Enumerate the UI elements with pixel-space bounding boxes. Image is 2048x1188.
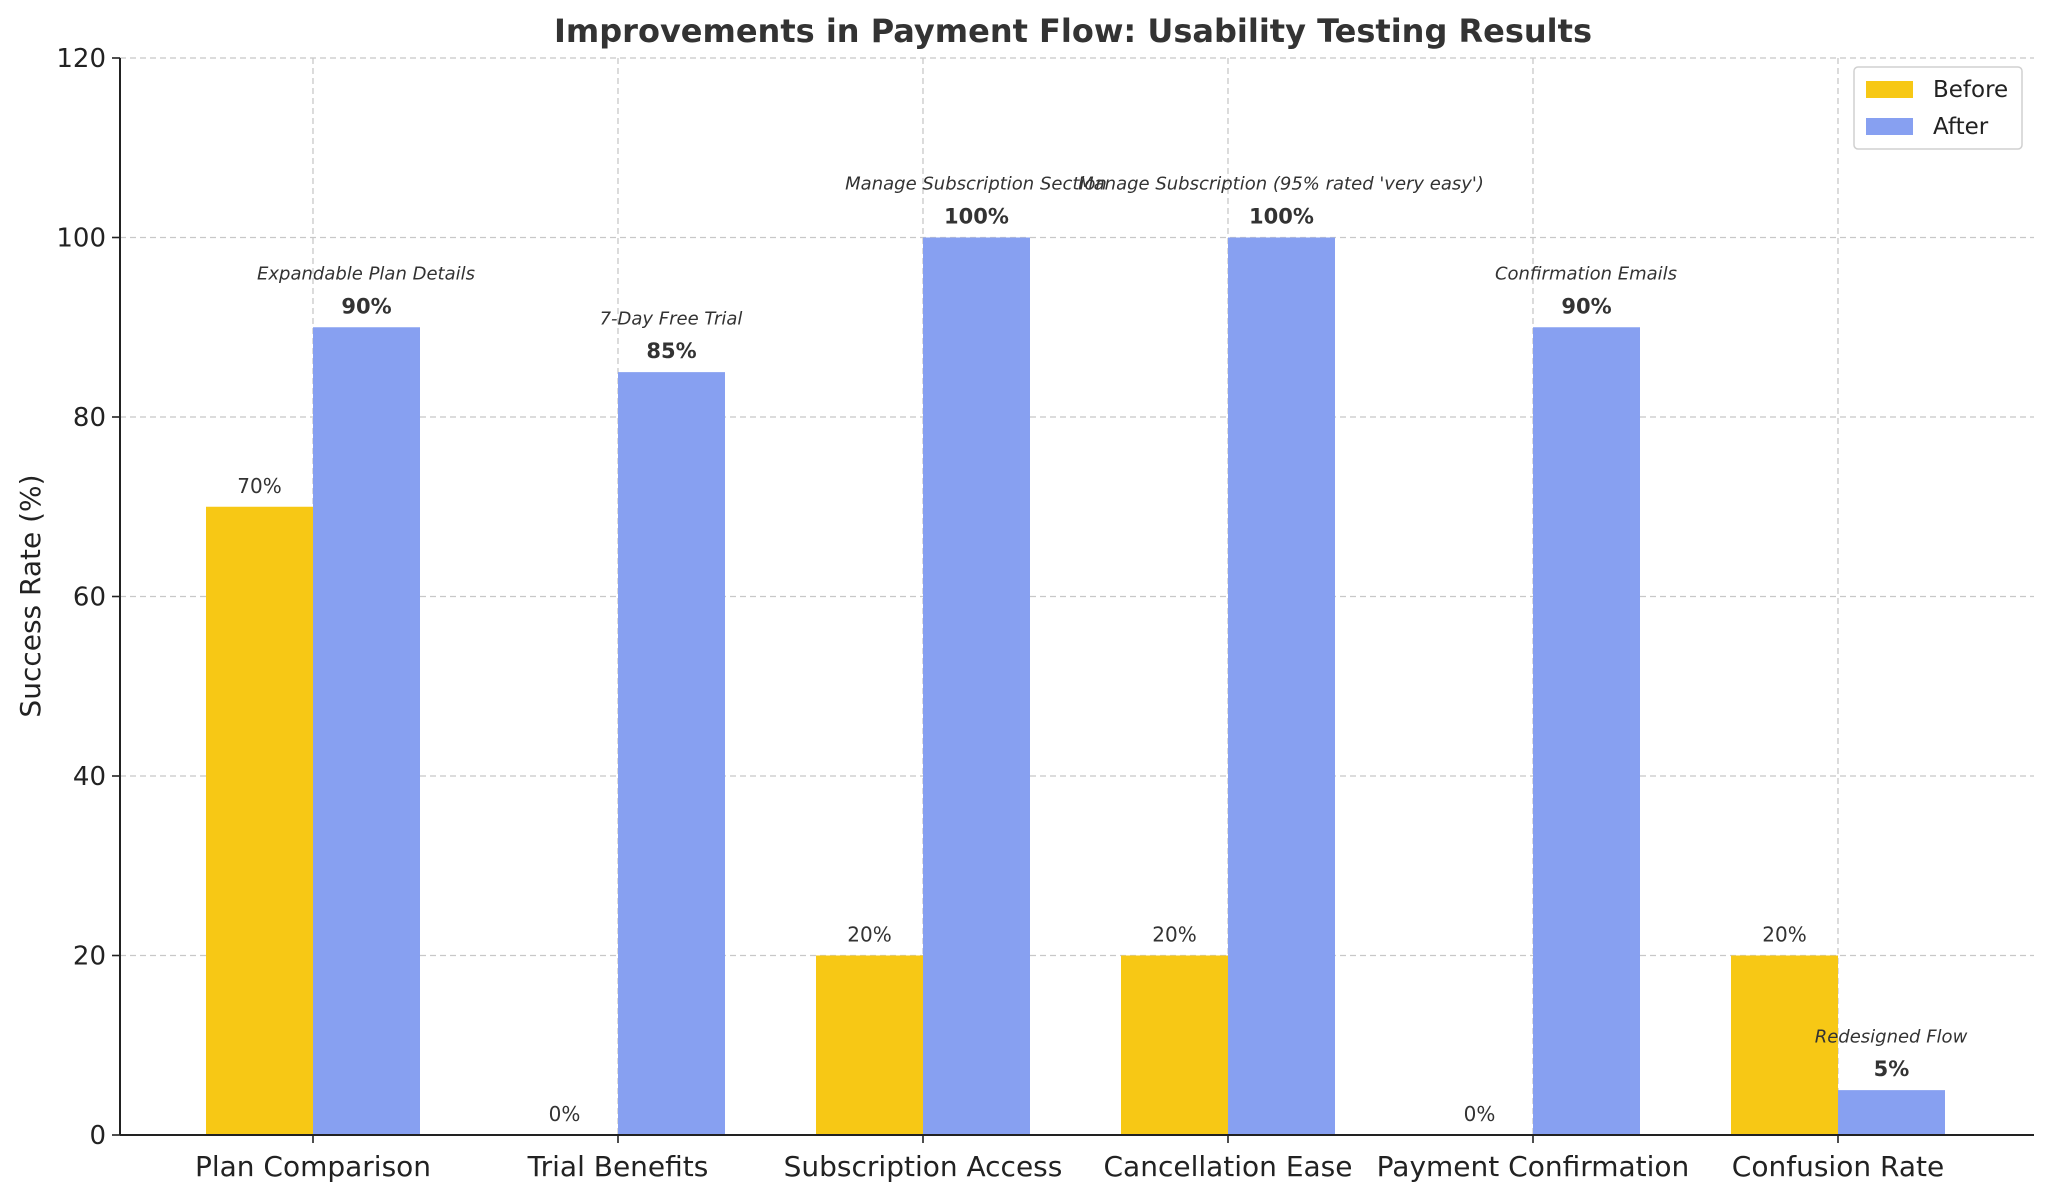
- bar-value-label: 0%: [1464, 1102, 1496, 1126]
- bar-value-label: 85%: [646, 339, 696, 363]
- y-axis-ticks: 0 20 40 60 80 100 120: [56, 44, 120, 1151]
- annotation-text: Expandable Plan Details: [257, 263, 475, 284]
- annotation-text: Manage Subscription (95% rated 'very eas…: [1078, 174, 1484, 195]
- legend-swatch-before: [1866, 81, 1913, 98]
- y-tick-label: 80: [73, 403, 106, 433]
- bar-after: [1838, 1090, 1945, 1135]
- annotation-text: Confirmation Emails: [1495, 263, 1677, 284]
- x-tick-label: Plan Comparison: [195, 1150, 431, 1183]
- x-tick-label: Confusion Rate: [1732, 1150, 1944, 1183]
- bar-value-label: 70%: [237, 474, 281, 498]
- y-tick-label: 60: [73, 583, 106, 613]
- x-tick-label: Subscription Access: [784, 1150, 1063, 1183]
- legend-label-before: Before: [1933, 77, 2008, 103]
- bar-value-label: 90%: [341, 294, 391, 318]
- annotation-text: Manage Subscription Section: [845, 174, 1107, 195]
- y-axis-label: Success Rate (%): [14, 474, 47, 717]
- annotations: Expandable Plan Details 7-Day Free Trial M…: [257, 174, 1968, 1048]
- bar-value-label: 0%: [549, 1102, 581, 1126]
- grid-lines: [120, 57, 2034, 1135]
- y-tick-label: 100: [56, 224, 106, 254]
- bar-value-label: 20%: [1762, 923, 1806, 947]
- legend: Before After: [1853, 66, 2023, 150]
- bar-before: [206, 506, 313, 1135]
- bar-value-label: 90%: [1561, 294, 1611, 318]
- x-tick-label: Cancellation Ease: [1104, 1150, 1353, 1183]
- bar-value-label: 20%: [847, 923, 891, 947]
- chart-title: Improvements in Payment Flow: Usability …: [554, 12, 1592, 50]
- bar-before: [1121, 955, 1228, 1135]
- bar-value-label: 5%: [1874, 1057, 1910, 1081]
- bars: [206, 237, 1945, 1135]
- annotation-text: Redesigned Flow: [1815, 1026, 1968, 1047]
- legend-label-after: After: [1933, 114, 1989, 140]
- y-tick-label: 40: [73, 762, 106, 792]
- y-tick-label: 120: [56, 44, 106, 74]
- bar-value-label: 100%: [1249, 205, 1314, 229]
- legend-swatch-after: [1866, 118, 1913, 135]
- y-tick-label: 0: [89, 1121, 106, 1151]
- bar-value-labels: 70% 0% 20% 20% 0% 20% 90% 85% 100% 100% 90% 5%: [237, 205, 1909, 1127]
- bar-before: [1731, 955, 1838, 1135]
- bar-before: [816, 955, 923, 1135]
- annotation-text: 7-Day Free Trial: [600, 308, 743, 329]
- bar-value-label: 100%: [944, 205, 1009, 229]
- bar-after: [923, 237, 1030, 1135]
- bar-after: [1533, 327, 1640, 1135]
- bar-after: [313, 327, 420, 1135]
- y-tick-label: 20: [73, 942, 106, 972]
- bar-value-label: 20%: [1152, 923, 1196, 947]
- x-axis-ticks: Plan Comparison Trial Benefits Subscriptio…: [195, 1135, 1944, 1183]
- bar-after: [618, 372, 725, 1135]
- x-tick-label: Payment Confirmation: [1377, 1150, 1690, 1183]
- x-tick-label: Trial Benefits: [527, 1150, 709, 1183]
- bar-after: [1228, 237, 1335, 1135]
